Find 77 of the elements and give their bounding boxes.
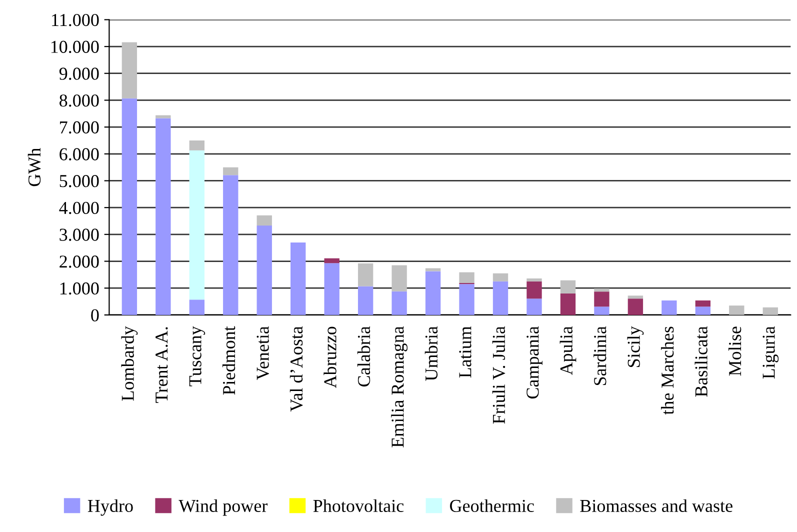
bar	[122, 98, 138, 315]
y-tick-label: 0	[91, 309, 99, 322]
bar	[560, 280, 576, 294]
bar	[189, 300, 204, 315]
x-tick-label: Sardinia	[594, 326, 606, 386]
bar	[358, 286, 374, 315]
bar	[662, 300, 677, 315]
bar	[156, 118, 171, 315]
bar	[156, 115, 171, 118]
bar	[425, 268, 441, 272]
x-tick-label: Latium	[459, 326, 472, 378]
legend-label: Geothermic	[450, 499, 534, 512]
y-tick-label: 3.000	[60, 228, 99, 241]
x-tick-label: Calabria	[357, 326, 370, 386]
bar	[256, 226, 272, 315]
y-tick-label: 4.000	[59, 202, 99, 214]
bar	[594, 306, 610, 315]
y-tick-label: 6.000	[60, 148, 99, 160]
x-tick-label: Friuli V. Julia	[492, 326, 506, 424]
bar	[324, 258, 340, 264]
bar	[223, 167, 238, 176]
bar	[223, 175, 238, 315]
x-tick-label: Basilicata	[694, 326, 708, 397]
x-tick-label: Molise	[728, 326, 742, 376]
bar	[425, 271, 441, 315]
legend-label: Hydro	[88, 499, 133, 516]
bar	[729, 306, 744, 315]
bar	[762, 307, 778, 315]
x-tick-label: Sicily	[627, 326, 644, 367]
legend-label: Photovoltaic	[313, 499, 404, 512]
x-tick-label: Apulia	[560, 326, 576, 376]
bar	[459, 284, 474, 315]
legend-label: Wind power	[178, 499, 268, 516]
x-tick-label: the Marches	[660, 326, 674, 415]
x-tick-label: Umbria	[424, 326, 438, 381]
y-axis-title: GWh	[28, 148, 41, 186]
x-tick-label: Val d’Aosta	[290, 326, 303, 412]
bar	[526, 298, 542, 315]
bar	[628, 298, 644, 315]
x-tick-label: Abruzzo	[324, 326, 336, 388]
x-tick-label: Venetia	[256, 326, 269, 380]
x-tick-label: Lombardy	[121, 326, 138, 401]
legend-label: Biomasses and waste	[580, 499, 732, 512]
bar	[628, 296, 644, 299]
bar	[459, 272, 474, 283]
bar	[358, 263, 374, 286]
y-tick-label: 5.000	[60, 174, 99, 188]
bar	[324, 263, 340, 315]
x-tick-label: Tuscany	[189, 326, 206, 386]
bar	[122, 42, 138, 98]
bar	[594, 288, 610, 292]
x-tick-label: Piedmont	[222, 326, 236, 395]
bar	[392, 265, 407, 292]
bar	[594, 292, 610, 307]
bar	[695, 300, 711, 307]
y-tick-label: 1.000	[60, 282, 99, 295]
x-tick-label: Emilia Romagna	[391, 326, 408, 448]
bar	[290, 242, 306, 315]
bar	[392, 291, 407, 315]
bar	[256, 215, 272, 226]
bar	[189, 140, 204, 150]
bar	[189, 150, 204, 300]
bar	[695, 306, 711, 315]
x-tick-label: Campania	[526, 326, 542, 399]
bar	[492, 273, 508, 282]
y-tick-label: 10.000	[51, 40, 99, 54]
x-tick-label: Liguria	[762, 326, 779, 379]
bar	[526, 278, 542, 282]
bar	[560, 293, 576, 315]
x-tick-label: Trent A.A.	[156, 327, 168, 403]
bar	[526, 281, 542, 299]
bar	[492, 281, 508, 315]
y-tick-label: 9.000	[59, 68, 99, 80]
y-tick-label: 2.000	[60, 256, 99, 268]
y-tick-label: 7.000	[60, 121, 99, 134]
y-tick-label: 8.000	[60, 94, 99, 107]
y-tick-label: 11.000	[52, 14, 99, 26]
